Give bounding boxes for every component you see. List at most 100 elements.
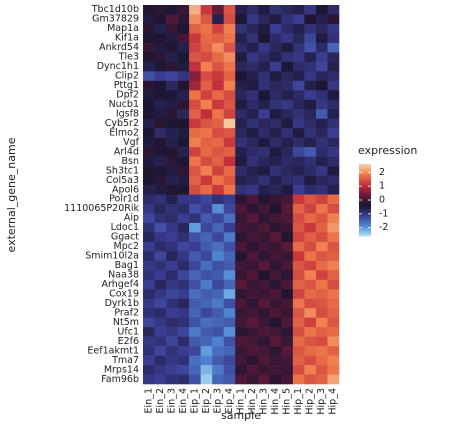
- colorbar-segment: [359, 215, 371, 218]
- heatmap-cell: [223, 5, 236, 15]
- heatmap-cell: [269, 203, 282, 214]
- heatmap-cell: [235, 175, 248, 186]
- heatmap-cell: [304, 185, 317, 195]
- heatmap-cell: [154, 317, 167, 328]
- heatmap-cell: [200, 99, 213, 110]
- heatmap-cell: [143, 279, 155, 290]
- heatmap-cell: [143, 365, 155, 375]
- x-tick-label: Hip_4: [328, 388, 339, 415]
- heatmap-cell: [200, 346, 213, 356]
- y-tick-label: Pttg1: [114, 80, 139, 91]
- heatmap-cell: [166, 147, 178, 157]
- heatmap-cell: [281, 308, 294, 318]
- heatmap-cell: [246, 90, 259, 101]
- heatmap-cell: [292, 289, 305, 300]
- heatmap-cell: [212, 99, 225, 110]
- heatmap-cell: [223, 128, 236, 138]
- heatmap-cell: [315, 232, 328, 243]
- heatmap-cell: [246, 80, 259, 91]
- colorbar-tick-label: 1: [379, 181, 385, 192]
- heatmap-cell: [258, 166, 271, 176]
- heatmap-cell: [143, 260, 155, 271]
- heatmap-cell: [269, 194, 282, 205]
- heatmap-cell: [281, 374, 294, 385]
- heatmap-cell: [304, 251, 317, 262]
- heatmap-cell: [212, 241, 225, 252]
- heatmap-cell: [304, 14, 317, 25]
- colorbar-segment: [359, 177, 371, 179]
- heatmap-cell: [292, 203, 305, 214]
- heatmap-cell: [223, 260, 236, 271]
- heatmap-cell: [269, 147, 282, 157]
- heatmap-cell: [327, 14, 340, 25]
- heatmap-cell: [177, 14, 190, 25]
- heatmap-cell: [200, 365, 213, 375]
- heatmap-cell: [235, 185, 248, 195]
- heatmap-cell: [258, 71, 271, 82]
- heatmap-cell: [154, 147, 167, 157]
- heatmap-cell: [154, 213, 167, 224]
- x-tick-label: Hip_3: [316, 388, 327, 415]
- heatmap-cell: [212, 279, 225, 290]
- heatmap-cell: [315, 14, 328, 25]
- heatmap-cell: [246, 260, 259, 271]
- colorbar-segment: [359, 189, 371, 191]
- heatmap-cell: [166, 308, 178, 318]
- heatmap-cell: [281, 346, 294, 356]
- heatmap-cell: [212, 147, 225, 157]
- x-tick-label: Hin_2: [247, 388, 258, 415]
- heatmap-cell: [281, 232, 294, 243]
- colorbar-segment: [359, 228, 371, 231]
- y-tick-label: Aip: [124, 213, 139, 224]
- heatmap-cell: [304, 365, 317, 375]
- heatmap-cell: [269, 317, 282, 328]
- heatmap-cell: [292, 156, 305, 167]
- heatmap-cell: [177, 270, 190, 281]
- heatmap-cell: [143, 128, 155, 138]
- heatmap-cell: [292, 327, 305, 337]
- colorbar-segment: [359, 192, 371, 195]
- heatmap-cell: [235, 374, 248, 385]
- heatmap-cell: [177, 175, 190, 186]
- heatmap-cell: [246, 222, 259, 233]
- heatmap-cell: [327, 156, 340, 167]
- heatmap-cell: [177, 251, 190, 262]
- heatmap-cell: [166, 260, 178, 271]
- x-tick-label: Eip_3: [212, 388, 223, 413]
- y-tick-label: Ldoc1: [111, 222, 139, 233]
- heatmap-cell: [269, 346, 282, 356]
- heatmap-cell: [269, 99, 282, 110]
- colorbar-segment: [359, 224, 371, 226]
- heatmap-cell: [143, 374, 155, 385]
- heatmap-cell: [269, 185, 282, 195]
- heatmap-cell: [212, 156, 225, 167]
- heatmap-cell: [304, 203, 317, 214]
- x-tick-label: Eip_1: [189, 388, 200, 413]
- heatmap-cell: [327, 42, 340, 53]
- heatmap-cell: [166, 166, 178, 176]
- y-tick-label: Dync1h1: [97, 61, 139, 72]
- heatmap-cell: [246, 52, 259, 63]
- y-tick-label: E2f6: [118, 336, 139, 347]
- y-tick-label: Tbc1d10b: [91, 4, 139, 15]
- heatmap-cell: [189, 185, 201, 195]
- heatmap-cell: [177, 336, 190, 347]
- heatmap-cell: [235, 99, 248, 110]
- heatmap-cell: [143, 185, 155, 195]
- x-tick-label: Ein_4: [178, 388, 189, 413]
- colorbar-segment: [359, 176, 371, 178]
- heatmap-cell: [177, 71, 190, 82]
- heatmap-cell: [189, 327, 201, 337]
- heatmap-cell: [281, 80, 294, 91]
- heatmap-cell: [166, 109, 178, 119]
- heatmap-cell: [143, 42, 155, 53]
- heatmap-cell: [143, 23, 155, 34]
- colorbar-segment: [359, 216, 371, 219]
- heatmap-cell: [281, 109, 294, 119]
- heatmap-cell: [212, 374, 225, 385]
- heatmap-cell: [258, 251, 271, 262]
- heatmap-cell: [212, 61, 225, 72]
- heatmap-cell: [212, 336, 225, 347]
- heatmap-cell: [292, 270, 305, 281]
- colorbar-segment: [359, 201, 371, 203]
